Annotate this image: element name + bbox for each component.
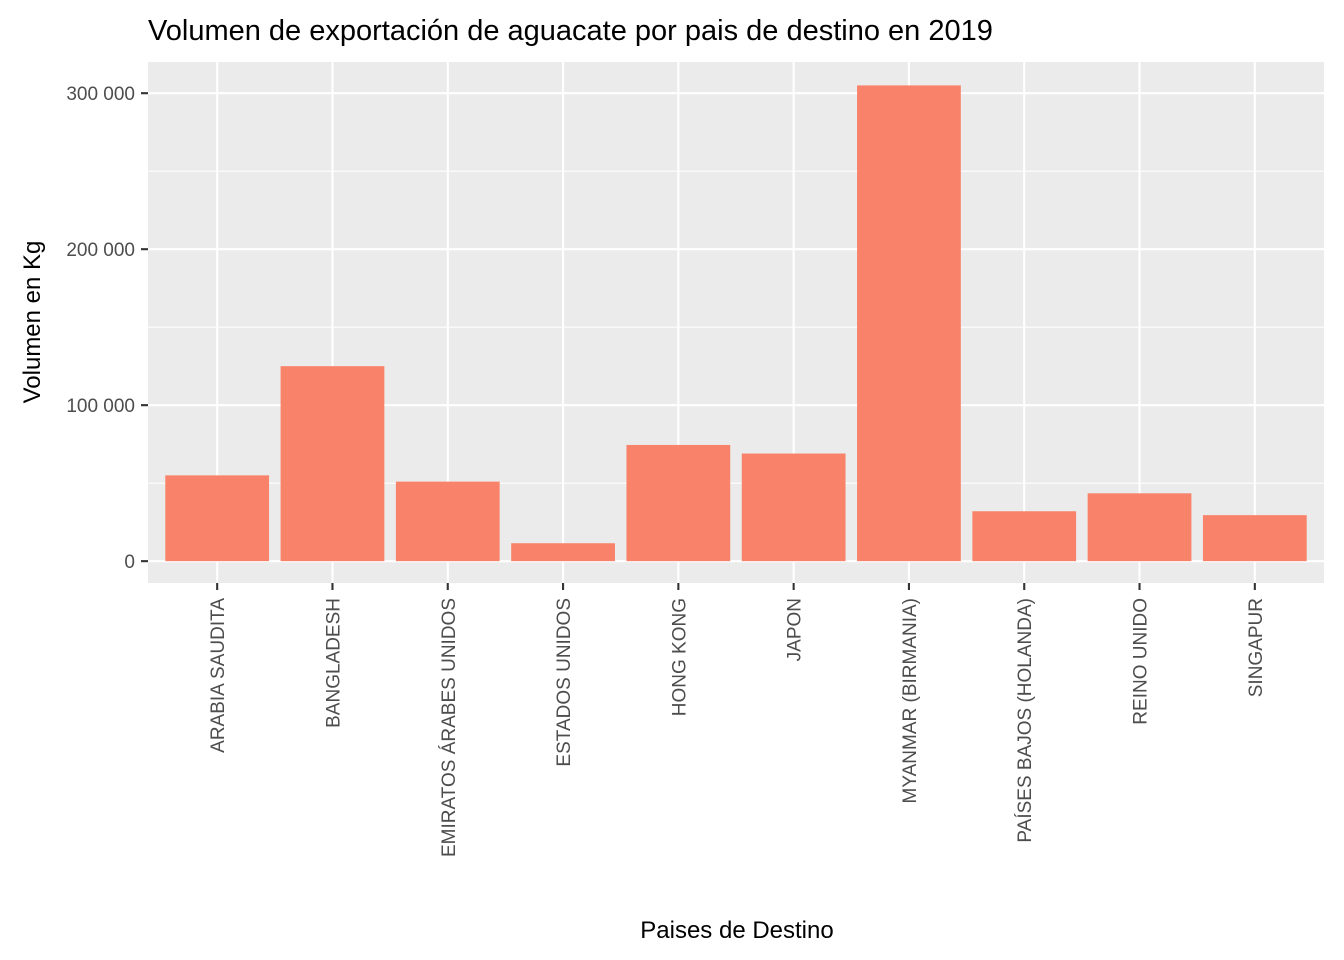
x-tick-label: ARABIA SAUDITA bbox=[208, 598, 229, 753]
y-tick-label: 0 bbox=[124, 552, 135, 573]
x-tick-label: HONG KONG bbox=[669, 598, 690, 716]
y-axis: 0 100 000 200 000 300 000 bbox=[66, 84, 148, 573]
x-tick-label: EMIRATOS ÁRABES UNIDOS bbox=[439, 598, 460, 857]
x-tick-label: PAÍSES BAJOS (HOLANDA) bbox=[1015, 598, 1036, 843]
x-tick-label: SINGAPUR bbox=[1246, 598, 1267, 697]
y-tick-label: 300 000 bbox=[66, 84, 135, 105]
y-tick-label: 200 000 bbox=[66, 240, 135, 261]
x-tick-label: REINO UNIDO bbox=[1131, 598, 1152, 725]
bar bbox=[165, 475, 270, 562]
x-tick-label: JAPON bbox=[785, 598, 806, 661]
bar bbox=[857, 85, 961, 562]
x-tick-label: BANGLADESH bbox=[323, 598, 344, 728]
bar bbox=[1202, 515, 1307, 562]
bar bbox=[626, 444, 731, 562]
grid-lines bbox=[148, 62, 1324, 583]
x-tick-label: MYANMAR (BIRMANIA) bbox=[900, 598, 921, 803]
bars bbox=[165, 85, 1307, 562]
x-tick-label: ESTADOS UNIDOS bbox=[554, 598, 575, 767]
bar bbox=[972, 511, 1077, 562]
bar bbox=[395, 481, 500, 562]
bar bbox=[511, 543, 615, 562]
bar bbox=[280, 366, 385, 562]
bar bbox=[741, 453, 846, 562]
x-axis: ARABIA SAUDITA BANGLADESH EMIRATOS ÁRABES … bbox=[208, 583, 1267, 857]
y-axis-title: Volumen en Kg bbox=[19, 241, 46, 404]
chart-title: Volumen de exportación de aguacate por p… bbox=[148, 15, 993, 47]
x-axis-title: Paises de Destino bbox=[640, 917, 833, 944]
bar bbox=[1087, 493, 1192, 562]
y-tick-label: 100 000 bbox=[66, 396, 135, 417]
